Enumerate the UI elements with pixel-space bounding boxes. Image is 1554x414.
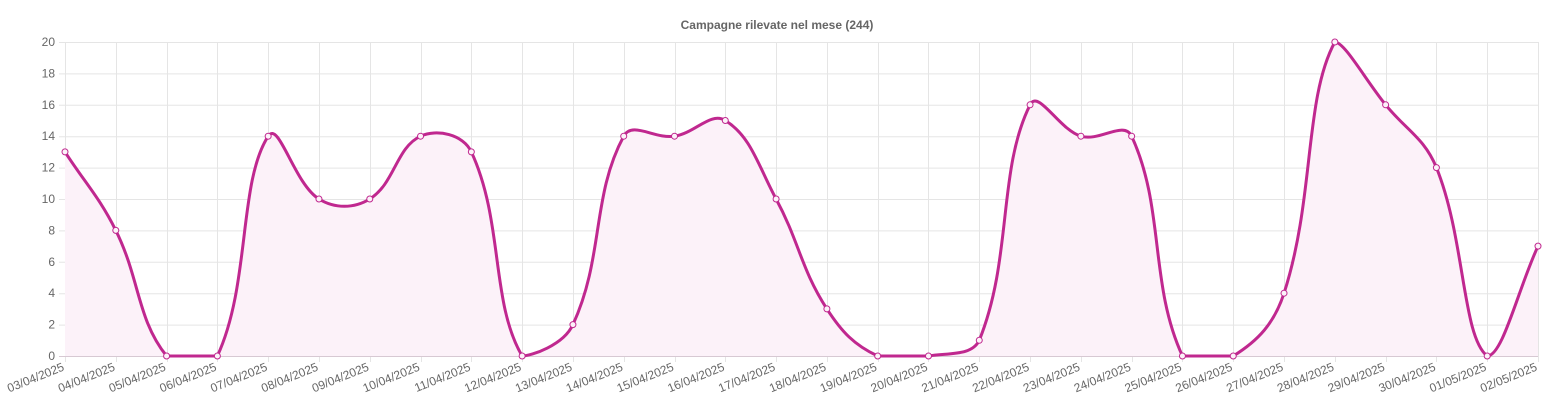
x-tick-label: 17/04/2025: [716, 360, 777, 396]
x-tick-label: 09/04/2025: [310, 360, 371, 396]
y-tick-label: 16: [42, 98, 56, 112]
data-point[interactable]: [315, 195, 323, 203]
series-area: [65, 42, 1538, 356]
data-point[interactable]: [213, 352, 221, 360]
data-point[interactable]: [569, 321, 577, 329]
x-tick-label: 16/04/2025: [666, 360, 727, 396]
area-fill: [65, 42, 1538, 356]
data-point[interactable]: [61, 148, 69, 156]
data-point[interactable]: [620, 132, 628, 140]
chart-title: Campagne rilevate nel mese (244): [681, 18, 874, 32]
data-point[interactable]: [721, 117, 729, 124]
x-tick-label: 29/04/2025: [1326, 360, 1387, 396]
data-point[interactable]: [264, 132, 272, 140]
x-tick-label: 15/04/2025: [615, 360, 676, 396]
x-tick-label: 23/04/2025: [1021, 360, 1082, 396]
y-tick-label: 6: [48, 255, 55, 269]
x-tick-label: 20/04/2025: [869, 360, 930, 396]
data-point[interactable]: [1128, 132, 1136, 140]
x-tick-label: 27/04/2025: [1224, 360, 1285, 396]
x-tick-label: 07/04/2025: [208, 360, 269, 396]
data-point[interactable]: [1026, 101, 1034, 109]
data-point[interactable]: [112, 226, 120, 234]
data-point[interactable]: [1178, 352, 1186, 360]
data-point[interactable]: [1534, 242, 1542, 250]
x-tick-label: 30/04/2025: [1377, 360, 1438, 396]
x-tick-label: 13/04/2025: [513, 360, 574, 396]
y-tick-label: 12: [42, 161, 56, 175]
data-point[interactable]: [1483, 352, 1491, 360]
data-point[interactable]: [823, 305, 831, 313]
y-tick-label: 20: [42, 35, 56, 49]
x-tick-label: 03/04/2025: [5, 360, 66, 396]
x-tick-label: 24/04/2025: [1072, 360, 1133, 396]
x-tick-label: 26/04/2025: [1173, 360, 1234, 396]
x-tick-label: 10/04/2025: [361, 360, 422, 396]
data-points: [61, 38, 1542, 360]
x-tick-label: 28/04/2025: [1275, 360, 1336, 396]
data-point[interactable]: [772, 195, 780, 203]
x-tick-label: 25/04/2025: [1123, 360, 1184, 396]
series-line-group: [63, 40, 1540, 358]
y-tick-label: 2: [48, 318, 55, 332]
x-tick-label: 18/04/2025: [767, 360, 828, 396]
x-tick-label: 08/04/2025: [259, 360, 320, 396]
data-point[interactable]: [366, 195, 374, 203]
y-axis-ticks: 0 2 4 6 8 10 12 14 16 18 20: [42, 35, 56, 363]
x-tick-label: 21/04/2025: [919, 360, 980, 396]
x-tick-label: 06/04/2025: [158, 360, 219, 396]
x-tick-label: 11/04/2025: [412, 360, 472, 395]
data-point[interactable]: [163, 352, 171, 360]
x-tick-label: 12/04/2025: [462, 360, 523, 396]
y-tick-label: 8: [48, 223, 55, 237]
y-tick-label: 18: [42, 66, 56, 80]
data-point[interactable]: [467, 148, 475, 156]
data-point[interactable]: [1280, 289, 1288, 297]
data-point[interactable]: [1382, 101, 1390, 109]
y-tick-label: 0: [48, 349, 55, 363]
data-point[interactable]: [924, 352, 932, 360]
x-tick-label: 05/04/2025: [107, 360, 168, 396]
y-tick-label: 10: [42, 192, 56, 206]
y-tick-label: 4: [48, 286, 55, 300]
x-tick-label: 22/04/2025: [970, 360, 1031, 396]
data-point[interactable]: [1331, 38, 1339, 46]
x-tick-label: 14/04/2025: [564, 360, 625, 396]
x-tick-label: 01/05/2025: [1427, 360, 1488, 396]
x-axis-ticks: 03/04/202504/04/202505/04/202506/04/2025…: [5, 360, 1539, 396]
data-point[interactable]: [1077, 132, 1085, 140]
data-point[interactable]: [975, 336, 983, 344]
series-line: [63, 40, 1540, 358]
data-point[interactable]: [671, 132, 679, 140]
data-point[interactable]: [1432, 164, 1440, 172]
x-tick-label: 02/05/2025: [1478, 360, 1539, 396]
x-tick-label: 04/04/2025: [56, 360, 117, 396]
x-tick-label: 19/04/2025: [818, 360, 879, 396]
data-point[interactable]: [874, 352, 882, 360]
data-point[interactable]: [417, 132, 425, 140]
y-tick-label: 14: [42, 129, 56, 143]
data-point[interactable]: [518, 352, 526, 360]
data-point[interactable]: [1229, 352, 1237, 360]
